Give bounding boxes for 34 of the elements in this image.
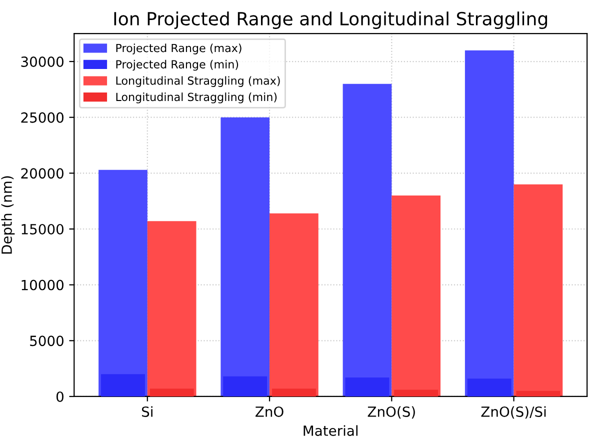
x-tick-label: Si: [142, 406, 152, 417]
y-tick-label: 10000: [22, 280, 64, 290]
bar: [514, 184, 563, 396]
bar: [100, 374, 145, 396]
bar: [150, 388, 194, 396]
bar: [220, 117, 270, 396]
x-axis-title: Material: [304, 425, 358, 436]
bar: [272, 388, 316, 396]
chart-title: Ion Projected Range and Longitudinal Straggling: [114, 12, 548, 30]
y-tick-label: 5000: [30, 336, 64, 346]
bar: [394, 390, 438, 396]
x-tick-label: ZnO: [256, 406, 284, 417]
legend-label: Projected Range (min): [116, 60, 238, 71]
bar: [223, 376, 268, 396]
y-axis-title: Depth (nm): [1, 176, 15, 254]
y-tick-label: 15000: [22, 224, 64, 234]
x-tick-label: ZnO(S)/Si: [481, 406, 546, 419]
legend-label: Projected Range (max): [116, 44, 242, 54]
x-tick-label: ZnO(S): [368, 406, 415, 419]
y-tick-label: 30000: [21, 56, 64, 67]
bar: [342, 84, 392, 396]
bar: [345, 378, 390, 396]
y-tick-label: 0: [56, 391, 64, 402]
legend-label: Longitudinal Straggling (min): [116, 92, 277, 104]
y-tick-label: 20000: [21, 168, 64, 179]
bar: [392, 196, 441, 396]
bar: [270, 213, 318, 396]
bar: [464, 50, 514, 396]
bar: [98, 170, 148, 396]
legend-label: Longitudinal Straggling (max): [116, 76, 280, 87]
y-tick-label: 25000: [21, 112, 64, 123]
bar: [516, 390, 560, 396]
bar: [467, 378, 512, 396]
bar: [147, 221, 196, 396]
